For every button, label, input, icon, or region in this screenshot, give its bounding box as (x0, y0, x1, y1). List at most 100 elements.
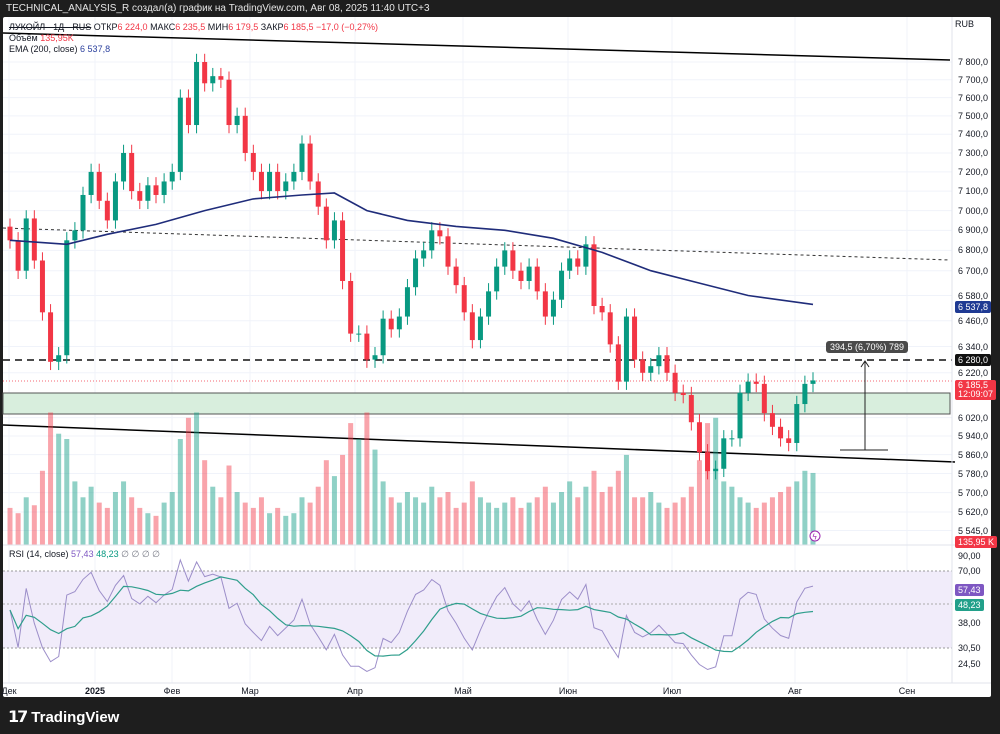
candle (275, 163, 281, 200)
candle (583, 236, 589, 275)
candle-body (380, 318, 386, 356)
candle (218, 67, 224, 88)
volume-label: Объём (9, 33, 38, 43)
volume-bar (88, 486, 94, 545)
candle (15, 232, 21, 279)
volume-bar (705, 423, 711, 545)
candle-body (510, 250, 516, 271)
volume-bar (307, 502, 313, 545)
candle-body (226, 79, 232, 126)
volume-bar (404, 492, 410, 545)
ema-legend[interactable]: EMA (200, close) 6 537,8 (9, 44, 110, 54)
ohlc-legend: ЛУКОЙЛ · 1Д · RUS ОТКР6 224,0 МАКС6 235,… (9, 22, 378, 32)
candle-body (169, 171, 175, 182)
candle (169, 163, 175, 190)
candle (575, 250, 581, 275)
candle-body (672, 372, 678, 393)
volume-bar (421, 502, 427, 545)
candle-body (445, 236, 451, 267)
volume-bar (713, 417, 719, 545)
volume-bar (218, 497, 224, 545)
candle-body (632, 316, 638, 360)
low-label: МИН (207, 22, 229, 32)
candle-body (413, 258, 419, 288)
volume-bar (250, 507, 256, 545)
candles (7, 53, 816, 480)
candle-body (258, 171, 264, 192)
high-value: 6 235,5 (175, 22, 206, 32)
candle (761, 375, 767, 422)
candle-body (250, 152, 256, 172)
volume-bar (267, 513, 273, 545)
symbol-label[interactable]: ЛУКОЙЛ · 1Д · RUS (9, 22, 92, 32)
rsi-legend[interactable]: RSI (14, close) 57,43 48,23 ∅ ∅ ∅ ∅ (9, 549, 160, 560)
price-axis-label: 5 620,0 (958, 507, 989, 518)
candle-body (364, 333, 370, 360)
tradingview-logo[interactable]: 𝟭𝟳 TradingView (8, 707, 119, 727)
volume-bar (396, 502, 402, 545)
candle (250, 144, 256, 181)
volume-bar (778, 492, 784, 545)
candle-body (623, 316, 629, 382)
ema-value: 6 537,8 (80, 44, 111, 54)
candle (64, 232, 70, 364)
volume-bar (356, 439, 362, 545)
volume-bar (477, 497, 483, 545)
volume-legend[interactable]: Объём 135,95K (9, 33, 74, 43)
volume-bar (48, 412, 54, 545)
candle-body (267, 171, 273, 192)
candle-body (786, 438, 792, 443)
candle (696, 414, 702, 461)
price-axis-label: 6 900,0 (958, 225, 989, 236)
ema-badge: 6 537,8 (955, 301, 992, 313)
volume-bar (210, 486, 216, 545)
candle (348, 272, 354, 342)
candle-body (72, 230, 78, 241)
candle (810, 372, 816, 393)
candle-body (299, 143, 305, 172)
candle-body (518, 270, 524, 282)
candle-body (283, 181, 289, 192)
candle-body (494, 266, 500, 292)
volume-bar (599, 492, 605, 545)
volume-bar (388, 497, 394, 545)
candle-body (753, 381, 759, 384)
chart-header: TECHNICAL_ANALYSIS_R создал(а) график на… (6, 3, 430, 14)
volume-bar (258, 497, 264, 545)
candle-body (745, 381, 751, 393)
candle-body (421, 250, 427, 259)
time-label: Июн (558, 686, 578, 696)
price-axis-label: 7 300,0 (958, 147, 989, 158)
rsi-ma-badge: 48,23 (955, 599, 984, 611)
volume-bar (429, 486, 435, 545)
upper-trendline (2, 32, 951, 61)
candle (258, 163, 264, 200)
volume-bar (169, 492, 175, 545)
volume-bar (810, 472, 816, 545)
volume-bar (583, 486, 589, 545)
volume-bar (486, 502, 492, 545)
candle (396, 308, 402, 338)
candle (737, 384, 743, 447)
candle-body (80, 194, 86, 231)
price-axis-label: 6 220,0 (958, 367, 989, 378)
candle-body (729, 438, 735, 440)
volume-bar (510, 497, 516, 545)
volume-bar (802, 470, 808, 545)
candle (477, 308, 483, 349)
currency-label[interactable]: RUB (955, 19, 975, 29)
candle (632, 308, 638, 368)
candle-body (177, 97, 183, 172)
ema-label: EMA (200, close) (9, 44, 78, 54)
candle (429, 222, 435, 259)
volume-bar (721, 481, 727, 545)
candle (640, 351, 646, 382)
last-price-badge: 6 185,5 12:09:07 (955, 380, 997, 400)
candle (469, 304, 475, 349)
candle (664, 347, 670, 382)
price-axis-label: 6 340,0 (958, 341, 989, 352)
candle-body (396, 316, 402, 330)
candle-body (129, 152, 135, 192)
candle (112, 173, 118, 229)
